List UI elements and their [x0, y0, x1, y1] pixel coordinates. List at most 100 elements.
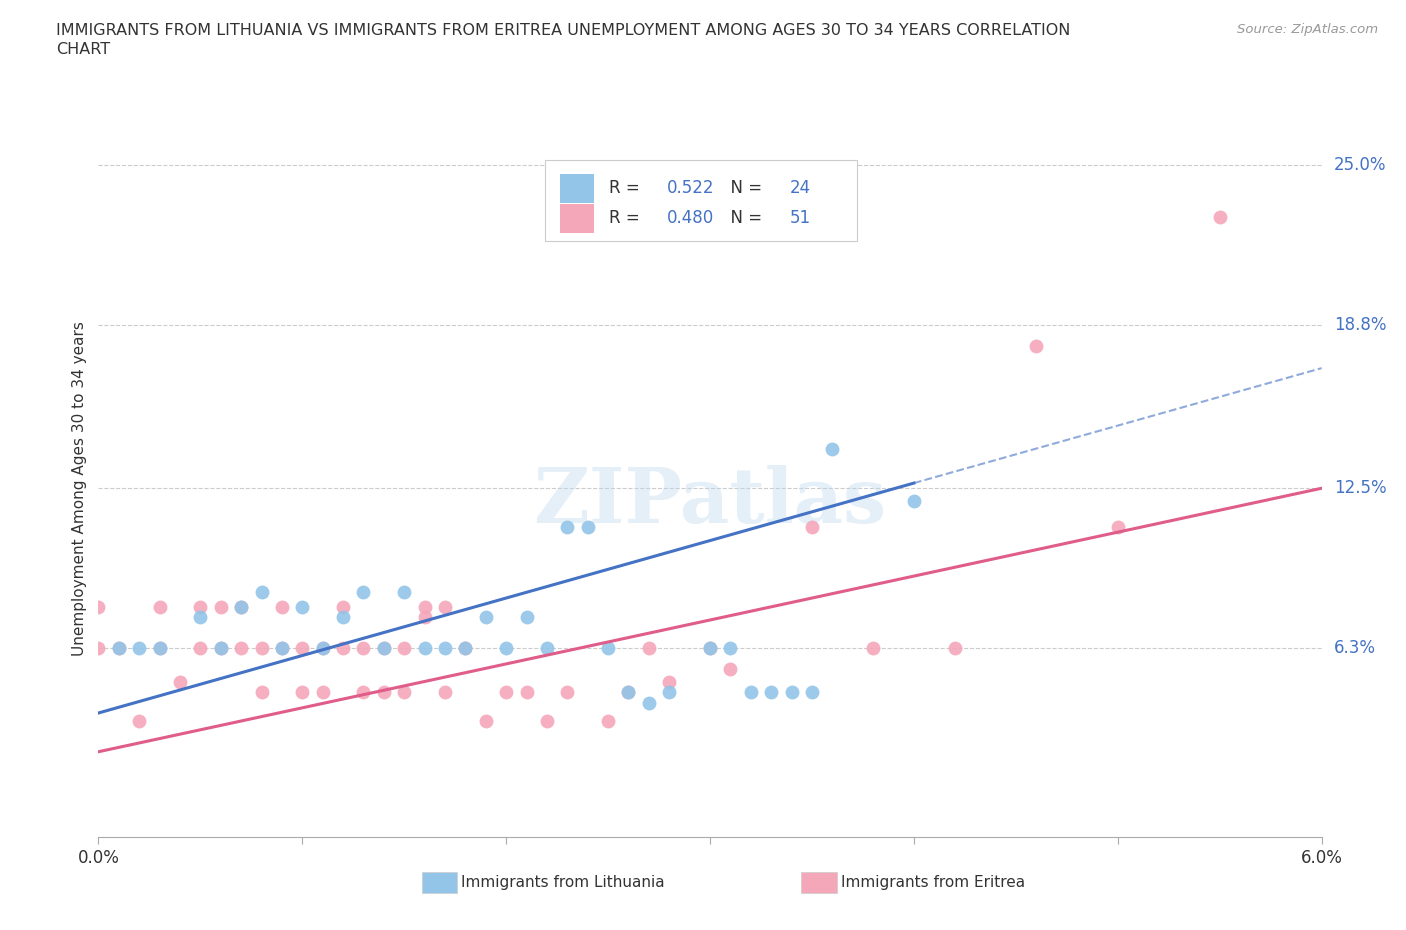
- Point: [433, 684, 456, 699]
- Point: [311, 641, 335, 656]
- Point: [433, 641, 456, 656]
- Point: [209, 641, 232, 656]
- Point: [373, 641, 395, 656]
- Point: [373, 684, 395, 699]
- Point: [454, 641, 477, 656]
- Point: [188, 600, 212, 615]
- Point: [311, 684, 335, 699]
- Point: [637, 696, 661, 711]
- Point: [392, 584, 416, 599]
- Point: [474, 713, 498, 728]
- Text: 51: 51: [790, 209, 811, 227]
- Point: [169, 674, 191, 689]
- Text: N =: N =: [720, 209, 768, 227]
- Point: [270, 600, 292, 615]
- Point: [598, 713, 620, 728]
- Point: [250, 641, 273, 656]
- Point: [188, 610, 212, 625]
- Point: [761, 684, 783, 699]
- Text: IMMIGRANTS FROM LITHUANIA VS IMMIGRANTS FROM ERITREA UNEMPLOYMENT AMONG AGES 30 : IMMIGRANTS FROM LITHUANIA VS IMMIGRANTS …: [56, 23, 1070, 38]
- Point: [576, 520, 599, 535]
- Point: [332, 641, 354, 656]
- Point: [108, 641, 131, 656]
- Point: [231, 600, 253, 615]
- Point: [250, 584, 273, 599]
- Point: [516, 684, 538, 699]
- Text: R =: R =: [609, 179, 644, 197]
- Point: [740, 684, 762, 699]
- Point: [474, 610, 498, 625]
- Point: [536, 641, 558, 656]
- Text: Immigrants from Lithuania: Immigrants from Lithuania: [461, 875, 665, 890]
- Bar: [560, 174, 593, 203]
- Point: [209, 641, 232, 656]
- Text: ZIPatlas: ZIPatlas: [533, 465, 887, 539]
- Point: [352, 641, 374, 656]
- Bar: [560, 204, 593, 232]
- Bar: [546, 161, 856, 241]
- Point: [413, 600, 436, 615]
- Point: [516, 610, 538, 625]
- Point: [454, 641, 477, 656]
- Point: [291, 600, 314, 615]
- Point: [332, 610, 354, 625]
- Point: [699, 641, 721, 656]
- Text: N =: N =: [720, 179, 768, 197]
- Text: 12.5%: 12.5%: [1334, 479, 1386, 498]
- Point: [352, 684, 374, 699]
- Point: [862, 641, 884, 656]
- Point: [332, 600, 354, 615]
- Point: [718, 641, 742, 656]
- Point: [291, 641, 314, 656]
- Point: [270, 641, 292, 656]
- Point: [495, 641, 517, 656]
- Point: [617, 684, 640, 699]
- Point: [373, 641, 395, 656]
- Point: [637, 641, 661, 656]
- Point: [433, 600, 456, 615]
- Text: CHART: CHART: [56, 42, 110, 57]
- Text: 6.3%: 6.3%: [1334, 640, 1376, 658]
- Point: [311, 641, 335, 656]
- Point: [413, 610, 436, 625]
- Point: [617, 684, 640, 699]
- Point: [128, 713, 150, 728]
- Point: [231, 600, 253, 615]
- Point: [392, 684, 416, 699]
- Point: [188, 641, 212, 656]
- Text: 25.0%: 25.0%: [1334, 156, 1386, 174]
- Point: [699, 641, 721, 656]
- Point: [149, 600, 172, 615]
- Point: [291, 684, 314, 699]
- Point: [495, 684, 517, 699]
- Point: [392, 641, 416, 656]
- Y-axis label: Unemployment Among Ages 30 to 34 years: Unemployment Among Ages 30 to 34 years: [72, 321, 87, 656]
- Point: [250, 684, 273, 699]
- Point: [413, 641, 436, 656]
- Point: [780, 684, 803, 699]
- Point: [352, 584, 374, 599]
- Point: [149, 641, 172, 656]
- Point: [108, 641, 131, 656]
- Text: 18.8%: 18.8%: [1334, 316, 1386, 335]
- Point: [943, 641, 966, 656]
- Point: [718, 661, 742, 676]
- Text: R =: R =: [609, 209, 644, 227]
- Point: [801, 684, 824, 699]
- Point: [87, 641, 110, 656]
- Point: [821, 442, 844, 457]
- Text: Source: ZipAtlas.com: Source: ZipAtlas.com: [1237, 23, 1378, 36]
- Point: [128, 641, 150, 656]
- Point: [1107, 520, 1129, 535]
- Point: [87, 600, 110, 615]
- Point: [270, 641, 292, 656]
- Point: [598, 641, 620, 656]
- Point: [1208, 209, 1232, 224]
- Point: [555, 684, 579, 699]
- Point: [209, 600, 232, 615]
- Point: [1025, 339, 1047, 353]
- Point: [149, 641, 172, 656]
- Point: [801, 520, 824, 535]
- Text: 0.522: 0.522: [668, 179, 714, 197]
- Point: [658, 674, 681, 689]
